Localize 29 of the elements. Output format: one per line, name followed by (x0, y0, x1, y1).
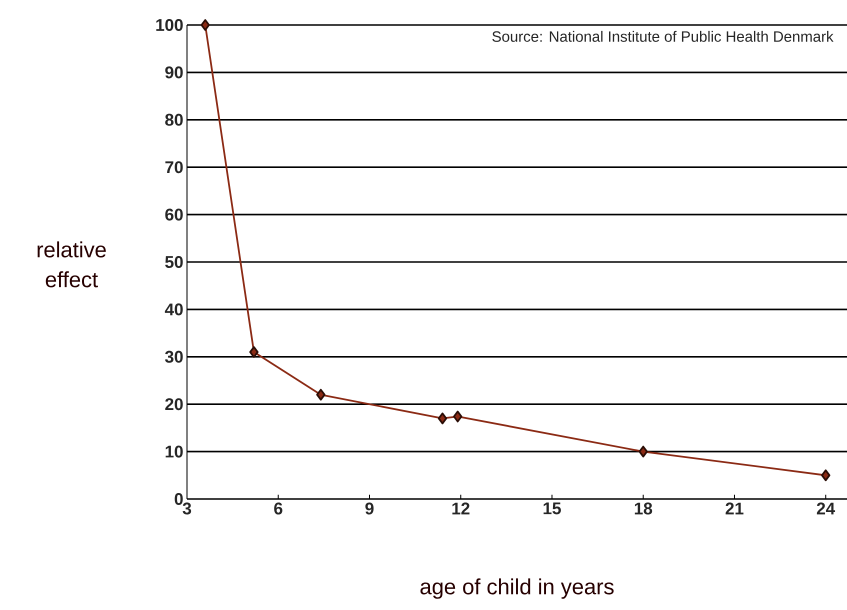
y-tick-label: 30 (165, 350, 183, 363)
y-tick-label: 50 (165, 256, 183, 268)
y-tick-label: 70 (165, 161, 183, 174)
y-tick-label: 80 (165, 114, 183, 126)
x-tick-label: 12 (452, 502, 470, 514)
x-tick-label: 18 (634, 502, 652, 515)
point (249, 346, 259, 358)
y-tick-label: 90 (165, 66, 183, 78)
point (453, 410, 462, 422)
point (200, 19, 210, 31)
x-tick-label: 21 (726, 502, 744, 514)
y-tick-label: 40 (164, 303, 183, 316)
x-tick-label: 15 (544, 502, 561, 514)
y-tick-label: 20 (165, 398, 183, 410)
x-tick-label: 24 (816, 502, 836, 514)
y-tick-label: 0 (174, 493, 183, 505)
annotation: Source: National Institute of Public Health Denmark (492, 30, 834, 42)
y-tick-label: 100 (156, 18, 183, 31)
y-tick-label: 10 (166, 446, 183, 458)
x-tick-label: 9 (365, 502, 374, 515)
point (316, 388, 326, 401)
x-tick-label: 6 (274, 502, 282, 515)
point (821, 469, 830, 482)
x-axis-title: age of child in years (420, 578, 614, 599)
point (638, 446, 648, 458)
point (438, 412, 448, 424)
x-tick-label: 3 (182, 502, 192, 515)
y-tick-label: 60 (165, 208, 183, 221)
y-axis-title: relative effect (38, 241, 106, 288)
